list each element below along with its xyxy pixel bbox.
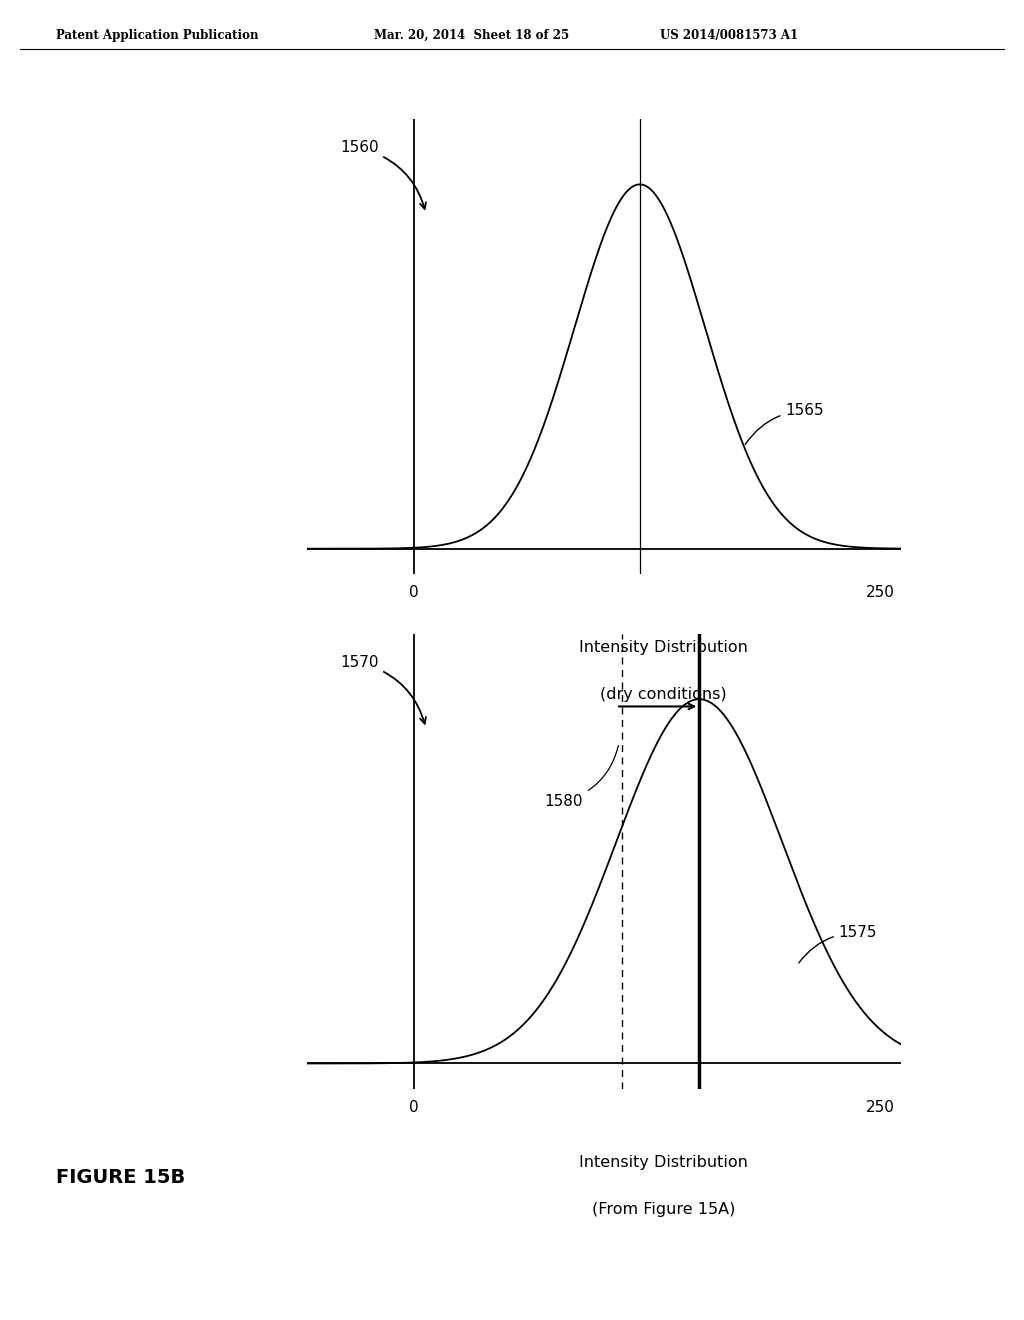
Text: (From Figure 15A): (From Figure 15A) xyxy=(592,1203,735,1217)
Text: 250: 250 xyxy=(866,1100,895,1115)
Text: 1570: 1570 xyxy=(340,655,426,723)
Text: 250: 250 xyxy=(866,585,895,601)
Text: FIGURE 15B: FIGURE 15B xyxy=(56,1168,185,1187)
Text: 0: 0 xyxy=(410,585,419,601)
Text: Intensity Distribution: Intensity Distribution xyxy=(580,1155,748,1170)
Text: 1560: 1560 xyxy=(340,140,426,209)
Text: Mar. 20, 2014  Sheet 18 of 25: Mar. 20, 2014 Sheet 18 of 25 xyxy=(374,29,569,42)
Text: 1580: 1580 xyxy=(545,746,618,809)
Text: 1565: 1565 xyxy=(745,403,824,445)
Text: 0: 0 xyxy=(410,1100,419,1115)
Text: (dry conditions): (dry conditions) xyxy=(600,688,727,702)
Text: 1575: 1575 xyxy=(799,925,878,962)
Text: Intensity Distribution: Intensity Distribution xyxy=(580,640,748,655)
Text: Patent Application Publication: Patent Application Publication xyxy=(56,29,259,42)
Text: US 2014/0081573 A1: US 2014/0081573 A1 xyxy=(660,29,799,42)
